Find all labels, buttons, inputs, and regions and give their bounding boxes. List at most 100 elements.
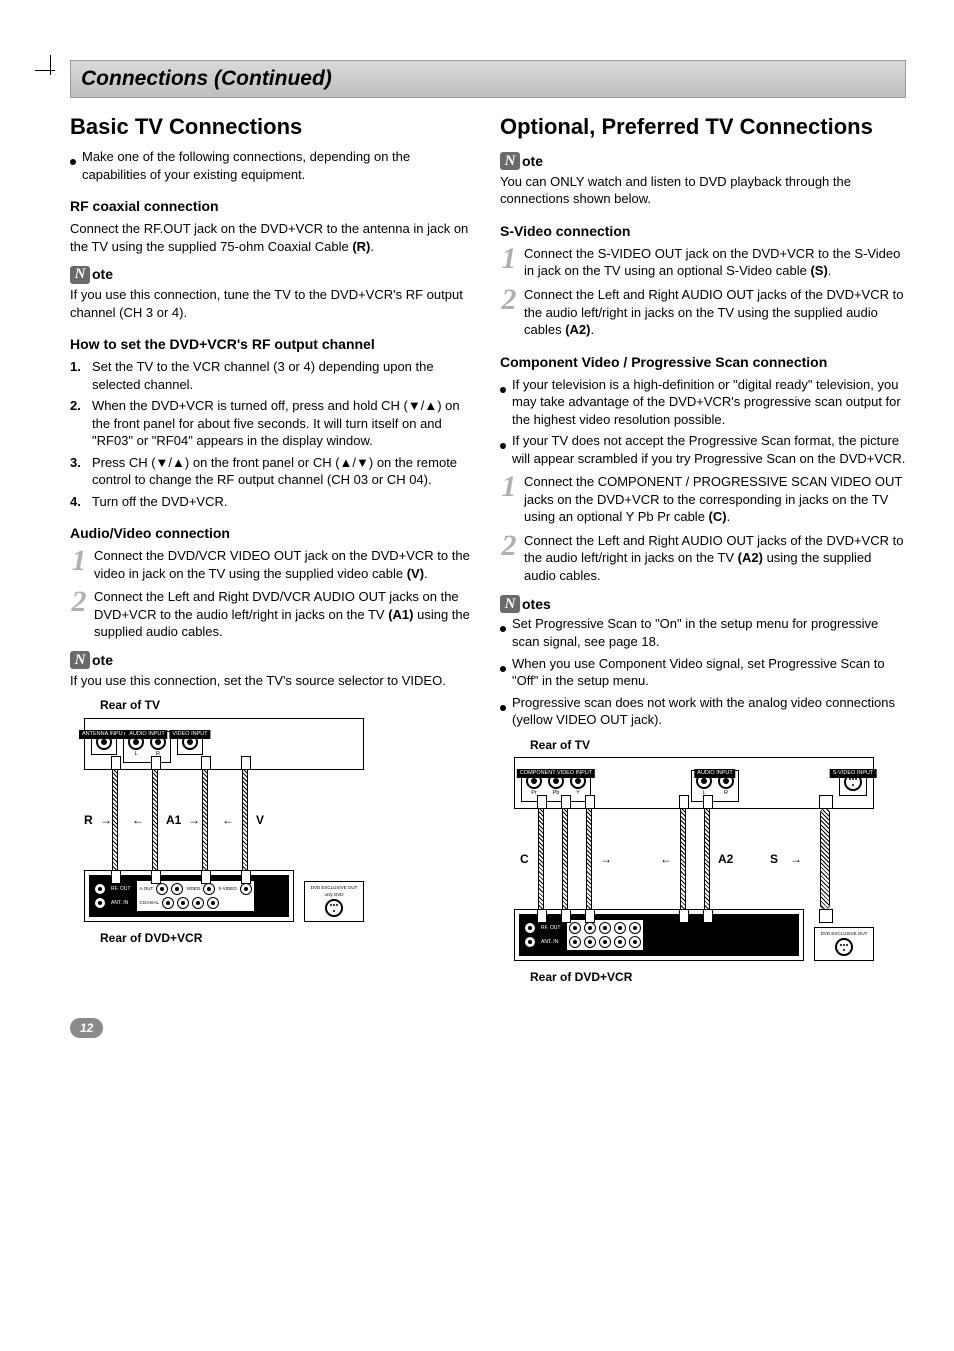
lbl-svideo: S-VIDEO INPUT [830, 769, 877, 778]
cable-tag-a1: A1 [166, 812, 181, 828]
lbl: S-VIDEO [218, 887, 237, 892]
note-label: ote [92, 265, 113, 284]
intro-bullet: Make one of the following connections, d… [82, 148, 476, 183]
right-diagram: COMPONENT VIDEO INPUT Pr Pb Y AUDIO INPU… [514, 757, 874, 961]
arrow-icon: → [600, 851, 612, 867]
big-step-number: 2 [500, 532, 518, 559]
t: Connect the S-VIDEO OUT jack on the DVD+… [524, 246, 900, 279]
svideo-heading: S-Video connection [500, 222, 906, 241]
cable-tag-c: C [520, 851, 529, 867]
big-step-number: 1 [70, 547, 88, 574]
jack-icon [240, 883, 252, 895]
jack-icon [524, 936, 536, 948]
jack-icon [629, 922, 641, 934]
jack-icon [524, 922, 536, 934]
lbl: L [134, 751, 137, 758]
cable-tag-v: V [256, 812, 264, 828]
caption-rear-dvd-r: Rear of DVD+VCR [530, 969, 906, 985]
svideo-step1: Connect the S-VIDEO OUT jack on the DVD+… [524, 245, 906, 280]
bullet-icon [70, 148, 76, 183]
howto-heading: How to set the DVD+VCR's RF output chann… [70, 335, 476, 354]
arrow-icon: → [188, 812, 200, 828]
jack-icon [207, 897, 219, 909]
comp-step1: Connect the COMPONENT / PROGRESSIVE SCAN… [524, 473, 906, 526]
t: . [590, 322, 594, 337]
jack-icon [614, 936, 626, 948]
jack-icon [171, 883, 183, 895]
cable-area: R → ← A1 → ← V [90, 770, 364, 870]
note-icon: N [500, 595, 520, 613]
av-step1: Connect the DVD/VCR VIDEO OUT jack on th… [94, 547, 476, 582]
right-note-body: You can ONLY watch and listen to DVD pla… [500, 173, 906, 208]
lbl-audio: AUDIO INPUT [126, 730, 167, 739]
lbl: RF. OUT [539, 924, 562, 933]
note-label: ote [522, 152, 543, 171]
howto-step: Set the TV to the VCR channel (3 or 4) d… [92, 358, 476, 393]
jack-icon [94, 897, 106, 909]
rf-body-post: . [370, 239, 374, 254]
step-num: 1. [70, 358, 86, 393]
section-header-bar: Connections (Continued) [70, 60, 906, 98]
tv-panel: ANTENNA INPUT AUDIO INPUT L R VIDEO INPU… [84, 718, 364, 770]
bullet-icon [500, 694, 506, 729]
jack-icon [162, 897, 174, 909]
jack-icon [94, 883, 106, 895]
jack-icon [599, 936, 611, 948]
note-icon: N [500, 152, 520, 170]
lbl-audio: AUDIO INPUT [694, 769, 735, 778]
jack-icon [203, 883, 215, 895]
big-step-number: 1 [500, 245, 518, 272]
step-num: 3. [70, 454, 86, 489]
t: (A2) [565, 322, 590, 337]
lbl-video: VIDEO INPUT [169, 730, 210, 739]
notes-n2: When you use Component Video signal, set… [512, 655, 906, 690]
comp-b2: If your TV does not accept the Progressi… [512, 432, 906, 467]
svideo-step2: Connect the Left and Right AUDIO OUT jac… [524, 286, 906, 339]
t: . [828, 263, 832, 278]
jack-icon [192, 897, 204, 909]
av-step2: Connect the Left and Right DVD/VCR AUDIO… [94, 588, 476, 641]
jack-icon [156, 883, 168, 895]
howto-step: Press CH (▼/▲) on the front panel or CH … [92, 454, 476, 489]
caption-rear-dvd: Rear of DVD+VCR [100, 930, 476, 946]
lbl: A.OUT [139, 887, 153, 892]
t: . [727, 509, 731, 524]
lbl: only DVD [324, 893, 343, 898]
jack-icon [629, 936, 641, 948]
cable-area: C → ← A2 S → [520, 809, 874, 909]
arrow-icon: → [790, 851, 802, 867]
cable-tag-s: S [770, 851, 778, 867]
jack-icon [569, 922, 581, 934]
howto-step: When the DVD+VCR is turned off, press an… [92, 397, 476, 450]
rf-body: Connect the RF.OUT jack on the DVD+VCR t… [70, 220, 476, 255]
lbl: DVD EXCLUSIVE OUT [821, 932, 868, 937]
left-diagram: ANTENNA INPUT AUDIO INPUT L R VIDEO INPU… [84, 718, 364, 922]
av-note-body: If you use this connection, set the TV's… [70, 672, 476, 690]
step-num: 4. [70, 493, 86, 511]
jack-icon [599, 922, 611, 934]
rf-body-pre: Connect the RF.OUT jack on the DVD+VCR t… [70, 221, 468, 254]
lbl: DVD EXCLUSIVE OUT [311, 886, 358, 891]
left-column: Basic TV Connections Make one of the fol… [70, 112, 476, 989]
bullet-icon [500, 615, 506, 650]
note-icon: N [70, 651, 90, 669]
t: (V) [407, 566, 424, 581]
rf-body-bold: (R) [352, 239, 370, 254]
notes-n1: Set Progressive Scan to "On" in the setu… [512, 615, 906, 650]
rf-heading: RF coaxial connection [70, 197, 476, 216]
section-header-text: Connections (Continued) [81, 67, 332, 90]
arrow-icon: → [100, 812, 112, 828]
component-heading: Component Video / Progressive Scan conne… [500, 353, 906, 372]
bullet-icon [500, 655, 506, 690]
cable-tag-r: R [84, 812, 93, 828]
howto-step: Turn off the DVD+VCR. [92, 493, 227, 511]
big-step-number: 1 [500, 473, 518, 500]
jack-icon [569, 936, 581, 948]
arrow-icon: ← [222, 812, 234, 828]
notes-label: otes [522, 595, 551, 614]
lbl: Pr [531, 790, 537, 797]
lbl: COAXIAL [139, 901, 159, 906]
right-column: Optional, Preferred TV Connections N ote… [500, 112, 906, 989]
arrow-icon: ← [132, 812, 144, 828]
lbl: ANT. IN [539, 938, 560, 947]
